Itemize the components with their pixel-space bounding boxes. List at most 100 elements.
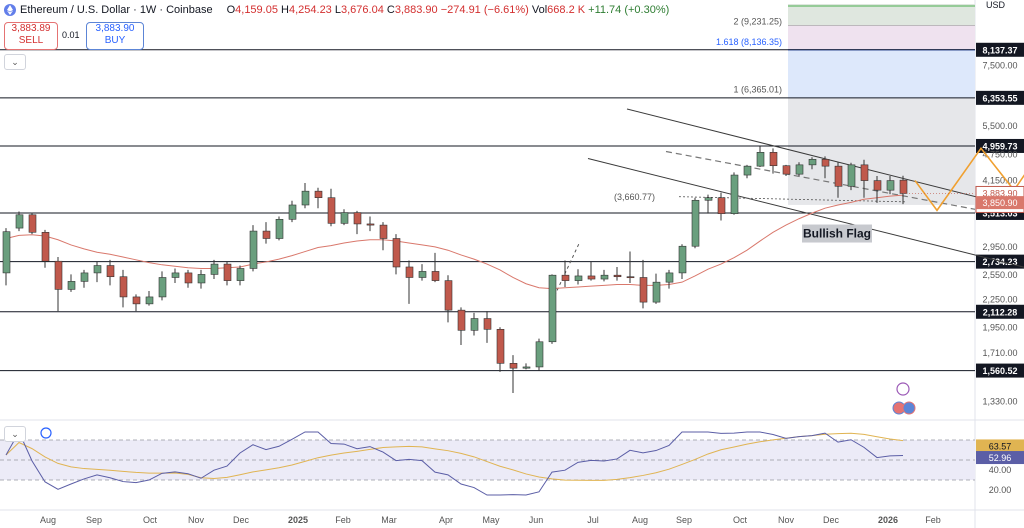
buy-button[interactable]: 3,883.90 BUY	[86, 22, 144, 50]
pattern-label-bg	[802, 224, 872, 243]
candle-body	[873, 180, 882, 191]
candle-body	[899, 179, 908, 194]
rsi-tick-label: 40.00	[989, 465, 1012, 475]
candle-body	[587, 275, 596, 280]
candle-body	[366, 223, 375, 226]
time-tick-label: Apr	[439, 515, 453, 525]
symbol-title[interactable]: Ethereum / U.S. Dollar · 1W · Coinbase	[20, 4, 213, 16]
spread-value: 0.01	[62, 30, 80, 40]
candle-body	[808, 159, 817, 166]
candle-body	[431, 271, 440, 281]
level-tag	[976, 90, 1024, 105]
level-tag	[976, 363, 1024, 378]
fib-label: 2 (9,231.25)	[733, 16, 782, 26]
price-tick-label: 1,710.00	[982, 348, 1017, 358]
candle-body	[470, 318, 479, 331]
level-tag	[976, 138, 1024, 153]
candle-body	[275, 219, 284, 239]
time-tick-label: Sep	[86, 515, 102, 525]
candle-body	[457, 309, 466, 331]
candle-body	[652, 281, 661, 303]
time-tick-label: Nov	[778, 515, 795, 525]
candle-body	[301, 190, 310, 206]
level-tag-text: 4,959.73	[982, 141, 1017, 151]
rsi-ma-line	[5, 432, 904, 481]
candle-body	[158, 277, 167, 298]
time-tick-label: Dec	[233, 515, 250, 525]
earnings-flag-icon	[902, 401, 916, 415]
candle-body	[223, 263, 232, 281]
candle-body	[340, 212, 349, 224]
rsi-tag	[976, 451, 1024, 465]
candle-body	[41, 231, 50, 262]
candle-body	[28, 214, 37, 233]
candle-body	[379, 224, 388, 239]
indicator-settings-icon	[40, 427, 52, 439]
candle-body	[15, 214, 24, 229]
candle-body	[288, 204, 297, 220]
candle-body	[691, 199, 700, 247]
level-tag-text: 8,137.37	[982, 45, 1017, 55]
price-tick-label: 5,500.00	[982, 121, 1017, 131]
rsi-line	[5, 430, 904, 496]
candle-body	[860, 164, 869, 181]
candle-body	[730, 174, 739, 214]
candle-body	[665, 272, 674, 283]
candle-body	[171, 272, 180, 278]
fib-label: 1 (6,365.01)	[733, 85, 782, 95]
candle-body	[197, 274, 206, 284]
rsi-tick-label: 20.00	[989, 485, 1012, 495]
candle-body	[262, 230, 271, 239]
rsi-ma-tag	[976, 439, 1024, 453]
currency-label[interactable]: USD	[986, 0, 1006, 10]
candle-body	[327, 197, 336, 224]
time-tick-label: Nov	[188, 515, 205, 525]
candle-body	[353, 212, 362, 225]
candle-body	[236, 268, 245, 281]
candle-body	[418, 271, 427, 278]
time-tick-label: 2025	[288, 515, 308, 525]
flag-lower-line	[587, 158, 1024, 268]
candle-body	[106, 265, 115, 278]
projection-path	[914, 146, 1024, 212]
flag-inner-line	[678, 196, 907, 203]
candle-body	[561, 274, 570, 281]
candle-body	[821, 159, 830, 167]
rsi-tag-text: 52.96	[989, 453, 1012, 463]
candle-body	[704, 197, 713, 201]
candle-body	[548, 274, 557, 343]
candle-body	[834, 165, 843, 187]
sell-button[interactable]: 3,883.89 SELL	[4, 22, 58, 50]
price-tick-label: 1,950.00	[982, 322, 1017, 332]
time-tick-label: Feb	[335, 515, 351, 525]
sell-label: SELL	[18, 35, 44, 46]
fib-zone-1	[788, 97, 975, 205]
buy-price: 3,883.90	[95, 23, 135, 34]
chart-header: Ethereum / U.S. Dollar · 1W · Coinbase O…	[0, 0, 669, 20]
level-tag	[976, 304, 1024, 319]
candle-body	[574, 275, 583, 281]
fib-zone-2	[788, 25, 975, 50]
flag-midline	[665, 150, 976, 210]
fib-zone-top	[788, 4, 975, 26]
candle-body	[886, 180, 895, 191]
price-tick-label: 7,500.00	[982, 61, 1017, 71]
candle-body	[847, 164, 856, 187]
level-tag-text: 2,734.23	[982, 257, 1017, 267]
time-tick-label: Mar	[381, 515, 397, 525]
time-tick-label: 2026	[878, 515, 898, 525]
candle-body	[2, 231, 11, 274]
collapse-rsi-button[interactable]: ⌄	[4, 426, 26, 442]
fib-label: 1.618 (8,136.35)	[716, 37, 782, 47]
pattern-label: Bullish Flag	[803, 227, 871, 241]
time-tick-label: Dec	[823, 515, 840, 525]
ethereum-icon	[4, 4, 16, 16]
candle-body	[184, 272, 193, 284]
candle-body	[80, 272, 89, 282]
candle-body	[743, 165, 752, 176]
collapse-legend-button[interactable]: ⌄	[4, 54, 26, 70]
level-tag-text: 6,353.55	[982, 93, 1017, 103]
sell-price: 3,883.89	[11, 23, 51, 34]
candle-body	[639, 277, 648, 303]
